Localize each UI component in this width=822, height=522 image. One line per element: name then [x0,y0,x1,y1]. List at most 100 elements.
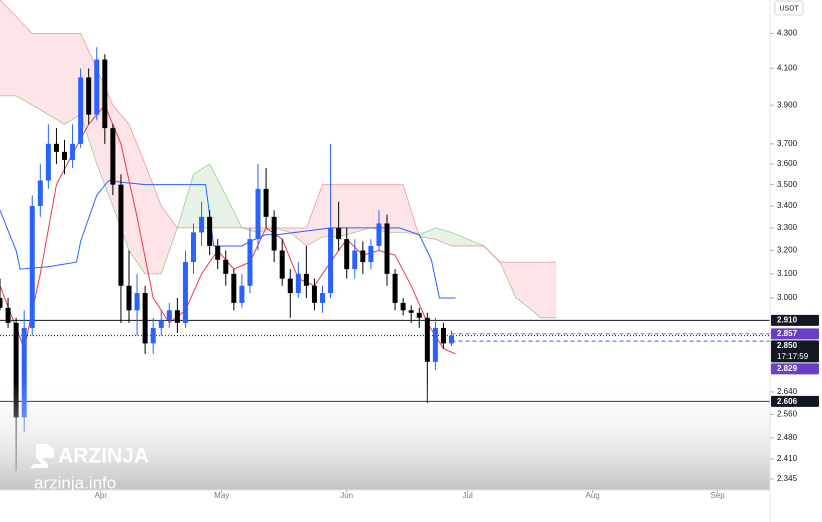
price-label-box [771,340,819,363]
cloud-fill [419,227,436,240]
candle-body [110,128,116,185]
candle-body [440,327,446,344]
candle-body [134,293,140,311]
candle-body [62,151,68,160]
price-label-box [771,363,819,375]
y-tick-label: 3.600 [777,159,798,168]
cloud-span [0,95,557,319]
candle-body [231,273,237,303]
candle-body [191,232,197,263]
brand: ARZINJA [58,445,149,468]
x-tick-label: Aug [586,491,600,500]
y-tick-label: 3.100 [777,269,798,278]
candle-body [279,250,285,279]
price-label: 2.910 [777,316,798,325]
candle-body [102,59,108,129]
cloud-fill [354,184,371,233]
y-tick-label: 4.100 [777,64,798,73]
candle-body [174,310,180,323]
y-tick-label: 2.640 [777,387,798,396]
cloud-span [0,0,557,263]
candle-body [37,180,43,206]
candle-body [78,77,84,144]
candle-body [150,327,156,344]
candle-body [384,223,390,274]
candle-body [182,262,188,323]
candle-body [215,245,221,260]
candle-body [344,239,350,270]
x-tick-label: Jul [463,491,473,500]
price-label: 2.606 [777,397,798,406]
candle-body [53,143,59,152]
candle-body [255,188,261,240]
candle-body [29,205,35,328]
candle-body [360,250,366,263]
price-label: 2.857 [777,329,798,338]
candle-body [263,188,269,217]
candle-body [126,285,132,311]
cloud-fill [532,262,541,318]
cloud-fill [387,184,404,233]
candle-body [94,59,100,115]
axes: 4.300 4.100 3.900 3.700 3.600 3.500 3.400 3.300… [95,29,819,500]
logo-icon [30,444,54,468]
candle-body [368,245,374,263]
candle-body [311,285,317,303]
candle-body [5,307,11,323]
cloud-fill [145,163,162,274]
y-tick-label: 2.480 [777,433,798,442]
candle-body [328,227,334,294]
candle-body [400,302,406,311]
candle-body [432,327,438,362]
candle-body [352,250,358,270]
price-label-box [771,314,819,326]
y-tick-label: 2.345 [777,474,798,483]
candle-body [0,297,3,308]
candle-body [239,285,245,303]
y-tick-label: 3.700 [777,139,798,148]
cloud-fill [32,33,49,115]
cloud-fill [0,0,17,96]
cloud-fill [370,184,388,233]
candle-body [158,320,164,328]
candle-body [320,293,326,303]
cloud-fill [516,262,533,311]
candle-body [287,278,293,294]
x-tick-label: May [214,491,229,500]
countdown: 17:17:59 [777,352,809,361]
candle-body [392,273,398,303]
candle-body [142,293,148,344]
watermark-shade [0,380,770,490]
cloud-fill [435,227,452,246]
cloud-fill [209,163,226,228]
candle-body [449,335,455,344]
y-tick-label: 3.400 [777,201,798,210]
candle-body [70,143,76,160]
x-tick-label: Jun [340,491,353,500]
candle-body [376,223,382,246]
cloud-fill [540,262,557,318]
y-tick-label: 3.000 [777,293,798,302]
cloud-fill [64,33,81,125]
candle-body [223,259,229,274]
candle-body [45,143,51,181]
candle-body [166,310,172,321]
y-tick-label: 3.300 [777,223,798,232]
candle-body [408,310,414,313]
watermark: ARZINJA arzinja.info [30,444,149,492]
currency-box [774,0,804,16]
candle-body [13,322,19,418]
site: arzinja.info [34,473,116,492]
y-tick-label: 3.900 [777,100,798,109]
cloud-fill [16,16,33,106]
candle-body [336,227,342,240]
candle-body [424,317,430,362]
price-label: 2.850 [777,341,798,350]
price-label: 2.829 [777,364,798,373]
candle-body [271,216,277,251]
candle-body [247,239,253,286]
cloud-fill [48,33,65,125]
price-label-box [771,395,819,407]
y-tick-label: 3.200 [777,246,798,255]
